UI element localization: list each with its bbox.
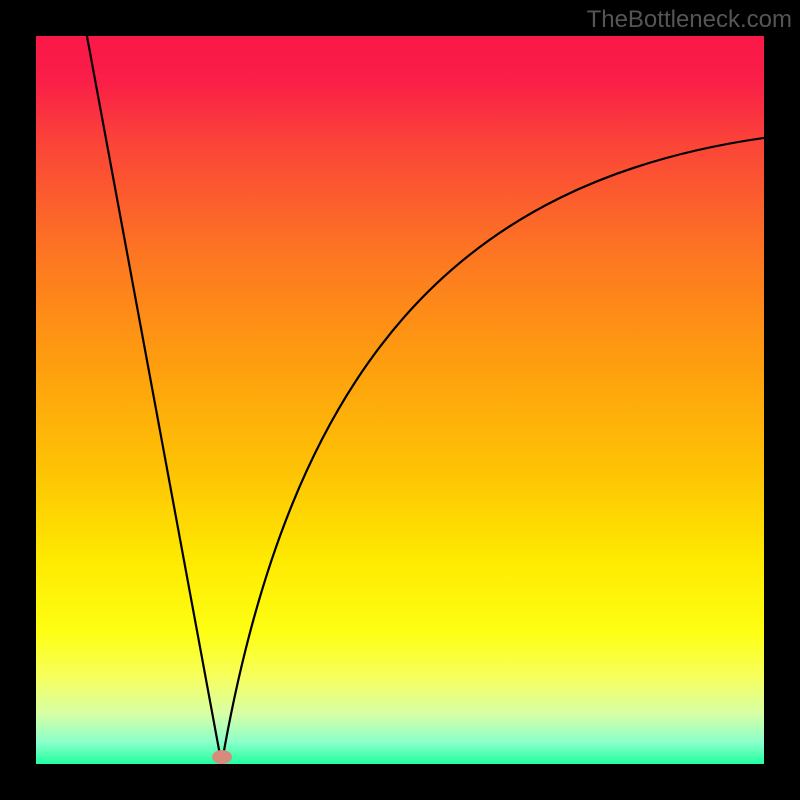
watermark-text: TheBottleneck.com (587, 6, 792, 34)
plot-area (36, 36, 764, 764)
chart-container: TheBottleneck.com (0, 0, 800, 800)
bottleneck-curve (36, 36, 764, 764)
frame-border-left (0, 0, 36, 800)
frame-border-bottom (0, 764, 800, 800)
curve-minimum-marker (212, 750, 232, 764)
frame-border-right (764, 0, 800, 800)
